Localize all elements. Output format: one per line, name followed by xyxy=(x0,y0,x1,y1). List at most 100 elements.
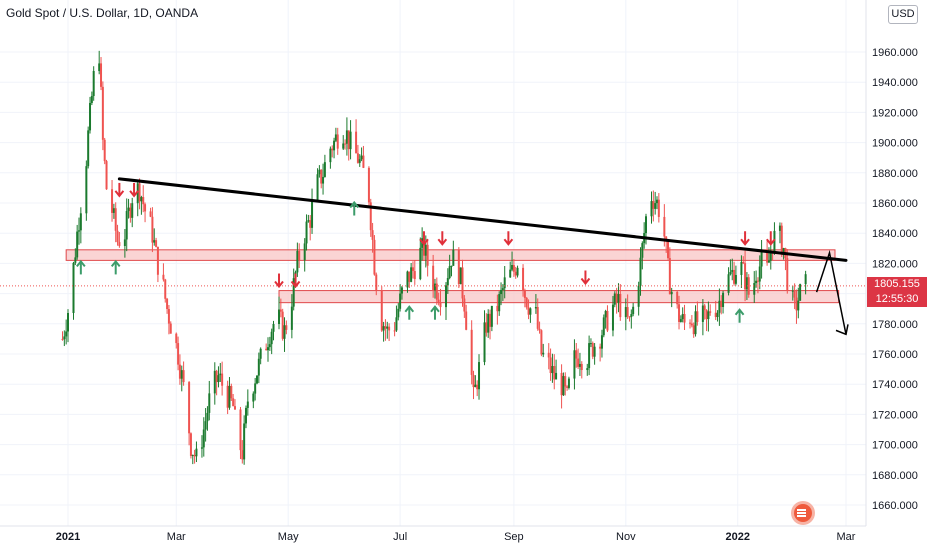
candle-body xyxy=(567,378,570,388)
candle-body xyxy=(670,291,673,295)
chart-grid xyxy=(0,0,866,526)
candle-body xyxy=(382,326,385,331)
current-price-label: 1805.155 xyxy=(874,278,920,290)
candle-body xyxy=(397,308,400,318)
candle-body xyxy=(656,199,659,204)
candle-body xyxy=(255,375,258,384)
candle-body xyxy=(729,272,732,275)
candle-body xyxy=(279,309,282,312)
candle-body xyxy=(246,401,249,408)
candle-body xyxy=(734,275,737,284)
tradingview-logo-icon[interactable] xyxy=(790,500,816,526)
sell-arrow-head xyxy=(503,238,514,246)
candle-body xyxy=(195,448,198,457)
candle-body xyxy=(331,148,334,151)
candle-body xyxy=(78,230,81,232)
candle-body xyxy=(745,277,748,290)
candle-body xyxy=(516,267,519,276)
candle-body xyxy=(155,240,158,247)
candle-body xyxy=(252,393,255,402)
candle-body xyxy=(411,267,414,272)
candle-body xyxy=(523,290,526,298)
candle-body xyxy=(375,274,378,291)
candle-body xyxy=(371,230,374,240)
candle-body xyxy=(652,201,655,209)
candle-body xyxy=(767,260,770,263)
price-tick-label: 1940.000 xyxy=(872,77,918,89)
candle-body xyxy=(336,134,339,149)
candle-body xyxy=(100,63,103,87)
candle-body xyxy=(628,316,631,318)
candle-body xyxy=(525,297,528,308)
time-tick-label: Mar xyxy=(837,531,856,543)
sell-arrow-head xyxy=(129,190,139,198)
candle-body xyxy=(465,311,468,330)
candle-body xyxy=(529,308,532,315)
projection-path[interactable] xyxy=(815,249,847,335)
candle-body xyxy=(219,373,222,376)
candle-body xyxy=(233,406,236,410)
candle-body xyxy=(213,370,216,394)
sell-arrow-head xyxy=(580,277,591,286)
time-tick-label: May xyxy=(278,531,299,543)
trendline[interactable] xyxy=(117,177,848,262)
symbol-title[interactable]: Gold Spot / U.S. Dollar, 1D, OANDA xyxy=(6,6,199,20)
candle-body xyxy=(718,300,721,313)
currency-button[interactable]: USD xyxy=(888,5,918,24)
candle-body xyxy=(791,290,794,292)
candle-body xyxy=(257,358,260,376)
candle-body xyxy=(208,393,211,413)
candle-body xyxy=(67,313,69,332)
candle-body xyxy=(156,246,159,275)
time-axis[interactable]: 2021 Mar May Jul Sep Nov 2022 Mar xyxy=(56,531,856,543)
candle-body xyxy=(373,239,376,275)
candle-body xyxy=(448,266,451,279)
candle-body xyxy=(639,257,642,286)
candle-body xyxy=(290,306,293,330)
zone-rect[interactable] xyxy=(65,249,836,261)
candle-body xyxy=(722,292,725,307)
candle-body xyxy=(140,197,143,202)
candle-body xyxy=(692,325,695,335)
candle-body xyxy=(483,322,486,363)
price-tick-label: 1840.000 xyxy=(872,228,918,240)
candle-body xyxy=(164,279,167,299)
candle-body xyxy=(206,412,209,422)
candle-body xyxy=(180,370,183,379)
candle-body xyxy=(112,208,115,213)
price-tick-label: 1680.000 xyxy=(872,470,918,482)
candle-body xyxy=(393,330,396,332)
candle-body xyxy=(575,350,578,359)
candle-body xyxy=(527,307,530,315)
candle-body xyxy=(742,262,745,264)
candle-body xyxy=(566,386,569,388)
candle-body xyxy=(85,166,88,214)
candle-body xyxy=(410,267,413,282)
candle-body xyxy=(630,314,633,317)
candle-body xyxy=(320,169,323,184)
price-tick-label: 1880.000 xyxy=(872,168,918,180)
candle-body xyxy=(459,267,462,285)
projection-arrowhead xyxy=(835,324,849,336)
candle-body xyxy=(624,307,627,318)
price-axis[interactable]: 1960.000 1940.000 1920.000 1900.000 1880.000… xyxy=(872,47,918,512)
candle-body xyxy=(654,203,657,209)
candle-body xyxy=(690,323,693,326)
candle-body xyxy=(322,176,325,184)
candle-body xyxy=(720,300,723,307)
candle-body xyxy=(731,269,734,273)
candle-body xyxy=(560,372,563,396)
candle-body xyxy=(588,343,591,369)
candle-body xyxy=(744,263,747,290)
candle-body xyxy=(564,376,567,387)
candle-body xyxy=(509,269,512,278)
candle-body xyxy=(311,201,314,228)
candle-body xyxy=(470,329,473,375)
candle-body xyxy=(408,271,411,282)
candle-body xyxy=(399,293,402,309)
candle-body xyxy=(125,211,128,240)
buy-arrow-head xyxy=(349,200,360,209)
candle-body xyxy=(577,358,580,367)
candle-body xyxy=(501,288,504,290)
